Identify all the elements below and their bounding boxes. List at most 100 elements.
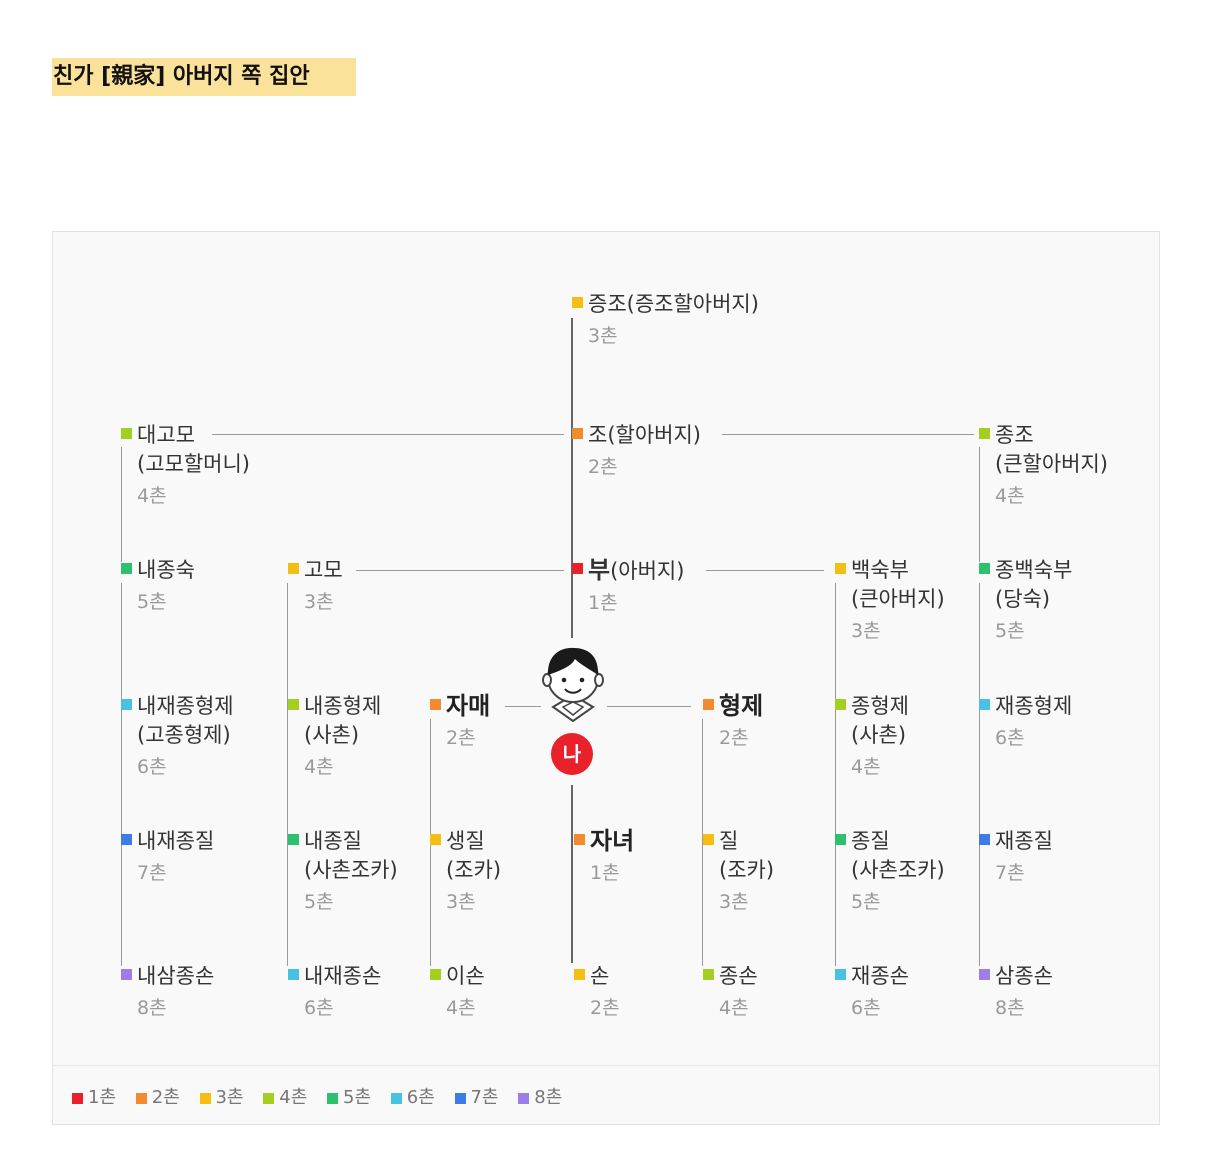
node-degree: 3촌 — [588, 325, 618, 347]
connector — [571, 318, 573, 638]
connector — [121, 583, 122, 966]
node-subname: (사촌조카) — [304, 858, 398, 882]
node-degree: 2촌 — [590, 997, 620, 1019]
node-degree: 2촌 — [446, 727, 476, 749]
node-name: 내삼종손 — [137, 964, 215, 988]
node-bu: 부(아버지) 1촌 — [572, 556, 685, 617]
node-degree: 3촌 — [446, 891, 476, 913]
node-naejaejonghyeongje: 내재종형제 (고종형제) 6촌 — [121, 692, 234, 781]
me-badge: 나 — [551, 733, 593, 775]
legend-label: 6촌 — [406, 1087, 435, 1108]
node-degree: 5촌 — [995, 620, 1025, 642]
node-degree: 2촌 — [588, 456, 618, 478]
node-ison: 이손 4촌 — [430, 962, 485, 1022]
node-name: 재종질 — [995, 829, 1053, 853]
node-name: 내종질 — [304, 829, 362, 853]
connector — [706, 570, 824, 571]
node-subname: (사촌) — [851, 723, 907, 747]
connector — [505, 706, 541, 707]
legend-label: 4촌 — [279, 1087, 308, 1108]
connector — [121, 447, 122, 562]
node-subname: (사촌) — [304, 723, 360, 747]
degree-color-square — [572, 563, 583, 574]
connector — [607, 706, 691, 707]
page-title: 친가 [親家] 아버지 쪽 집안 — [52, 58, 356, 96]
node-saengjil: 생질 (조카) 3촌 — [430, 827, 501, 916]
node-name: 형제 — [719, 692, 764, 720]
node-name: 이손 — [446, 964, 485, 988]
node-degree: 1촌 — [588, 592, 618, 614]
node-degree: 6촌 — [137, 756, 167, 778]
node-name: 종조 — [995, 423, 1034, 447]
node-jongbaeksukbu: 종백숙부 (당숙) 5촌 — [979, 556, 1073, 645]
connector — [835, 583, 836, 966]
node-name: 종손 — [719, 964, 758, 988]
legend-item: 6촌 — [390, 1083, 435, 1109]
degree-color-square — [835, 699, 846, 710]
legend-swatch — [454, 1093, 466, 1104]
node-name: 내종숙 — [137, 558, 195, 582]
node-degree: 3촌 — [719, 891, 749, 913]
connector — [287, 583, 288, 966]
node-naejonghyeongje: 내종형제 (사촌) 4촌 — [288, 692, 381, 781]
node-degree: 7촌 — [995, 862, 1025, 884]
legend-label: 7촌 — [470, 1087, 499, 1108]
node-name-bold: 부 — [588, 556, 611, 584]
node-jil: 질 (조카) 3촌 — [703, 827, 775, 916]
node-degree: 4촌 — [995, 485, 1025, 507]
node-jo: 조(할아버지) 2촌 — [572, 421, 705, 481]
node-degree: 1촌 — [590, 862, 620, 884]
node-degree: 5촌 — [851, 891, 881, 913]
node-subname: (당숙) — [995, 587, 1051, 611]
node-subname: (조카) — [719, 858, 775, 882]
connector — [722, 434, 974, 435]
connector — [356, 570, 564, 571]
node-naesamjongson: 내삼종손 8촌 — [121, 962, 215, 1022]
degree-color-square — [979, 428, 990, 439]
degree-color-square — [121, 969, 132, 980]
node-name: 고모 — [304, 558, 343, 582]
node-jongson: 종손 4촌 — [703, 962, 758, 1022]
node-name: 종백숙부 — [995, 558, 1073, 582]
legend-item: 7촌 — [454, 1083, 499, 1109]
node-degree: 4촌 — [137, 485, 167, 507]
legend-item: 4촌 — [263, 1083, 307, 1109]
node-naejaejongjil: 내재종질 7촌 — [121, 827, 215, 887]
connector — [212, 434, 564, 435]
node-name: 종질 — [851, 829, 890, 853]
node-degree: 8촌 — [995, 997, 1025, 1019]
node-degree: 6촌 — [995, 727, 1025, 749]
legend-label: 3촌 — [215, 1087, 244, 1108]
degree-color-square — [288, 834, 299, 845]
degree-color-square — [979, 969, 990, 980]
legend-swatch — [199, 1093, 211, 1104]
node-degree: 8촌 — [137, 997, 167, 1019]
legend-bar — [53, 1065, 1159, 1124]
connector — [702, 719, 703, 966]
node-subname: (고모할머니) — [137, 452, 250, 476]
node-name: 조(할아버지) — [588, 421, 705, 450]
legend-label: 2촌 — [151, 1087, 180, 1108]
degree-color-square — [703, 834, 714, 845]
node-name: 내재종질 — [137, 829, 215, 853]
degree-color-square — [703, 699, 714, 710]
family-tree-panel — [52, 231, 1160, 1125]
connector — [571, 785, 573, 963]
node-daegomo: 대고모 (고모할머니) 4촌 — [121, 421, 250, 510]
legend-item: 2촌 — [135, 1083, 180, 1109]
degree-color-square — [835, 563, 846, 574]
node-name: 삼종손 — [995, 964, 1053, 988]
node-name-sub: (아버지) — [610, 559, 685, 583]
node-jaejonghyeongje: 재종형제 6촌 — [979, 692, 1072, 752]
node-name: 백숙부 — [851, 558, 909, 582]
degree-color-square — [288, 969, 299, 980]
degree-color-square — [121, 834, 132, 845]
node-jonghyeongje: 종형제 (사촌) 4촌 — [835, 692, 909, 781]
legend-swatch — [327, 1093, 338, 1104]
node-name: 질 — [719, 829, 739, 853]
legend-label: 8촌 — [534, 1087, 563, 1108]
node-jaejongson: 재종손 6촌 — [835, 962, 909, 1022]
node-degree: 6촌 — [304, 997, 334, 1019]
node-name: 재종손 — [851, 964, 909, 988]
connector — [979, 583, 980, 966]
